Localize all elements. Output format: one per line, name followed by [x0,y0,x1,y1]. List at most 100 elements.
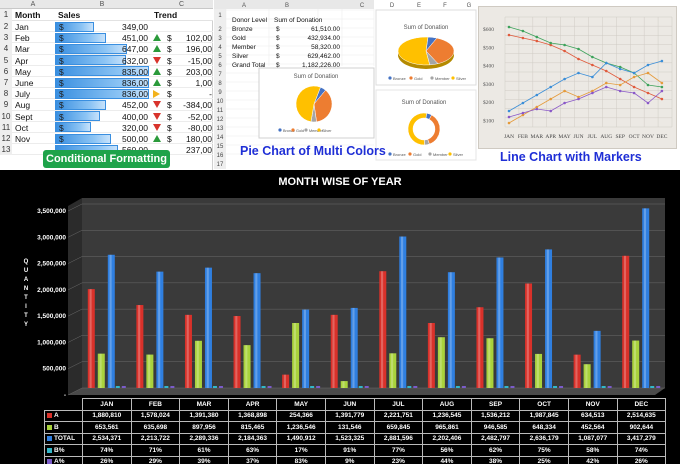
row-number[interactable]: 3 [0,32,12,44]
bar-b-jul[interactable] [389,353,397,388]
line-series-path[interactable] [508,72,663,124]
sales-cell[interactable]: 320,00 [122,122,148,133]
bar-a-pct-sep[interactable] [510,386,515,388]
trend-cell[interactable]: - [209,89,212,100]
line-series-path[interactable] [508,86,663,118]
trend-header[interactable]: Trend [154,10,178,20]
sales-cell[interactable]: 836,00 [122,89,148,100]
bar-b-mar[interactable] [194,340,202,388]
month-cell[interactable]: July [15,89,31,100]
row-number[interactable]: 15 [217,144,224,150]
line-marker[interactable] [646,71,650,75]
line-marker[interactable] [646,83,650,87]
line-marker[interactable] [535,39,539,43]
bar-a-jan[interactable] [87,289,95,388]
row-number[interactable]: 13 [0,144,12,156]
row-number[interactable]: 8 [0,88,12,100]
bar-b-pct-oct[interactable] [553,386,558,388]
line-marker[interactable] [618,89,622,93]
row-number[interactable]: 1 [0,9,12,21]
line-marker[interactable] [632,85,636,89]
bar-b-pct-may[interactable] [310,386,315,388]
month-cell[interactable]: June [15,78,34,88]
bar-total-mar[interactable] [204,267,212,388]
line-marker[interactable] [605,69,608,73]
line-marker[interactable] [521,36,525,40]
sales-cell[interactable]: 400,00 [122,111,148,122]
line-marker[interactable] [591,55,594,59]
line-marker[interactable] [521,101,525,105]
line-marker[interactable] [535,105,539,109]
row-number[interactable]: 7 [218,72,222,78]
line-marker[interactable] [535,35,539,39]
bar-b-pct-dec[interactable] [650,386,655,388]
row-number[interactable]: 2 [218,27,222,33]
bar-a-jun[interactable] [330,314,338,388]
row-number[interactable]: 7 [0,77,12,89]
row-number[interactable]: 4 [0,43,12,55]
line-marker[interactable] [563,89,566,93]
sum-donation-header[interactable]: Sum of Donation [274,17,323,24]
donation-value-cell[interactable]: 1,182,226.00 [302,62,340,69]
row-number[interactable]: 14 [217,135,224,141]
donation-value-cell[interactable]: 61,510.00 [311,26,340,33]
bar-b-dec[interactable] [632,340,640,388]
bar-a-sep[interactable] [476,307,484,388]
month-cell[interactable]: Jan [15,22,29,32]
row-number[interactable]: 10 [0,110,12,122]
line-marker[interactable] [605,85,608,89]
line-marker[interactable] [563,77,566,81]
trend-cell[interactable]: 203,00 [186,66,212,77]
pie-slice-silver[interactable] [295,85,321,123]
bar-b-pct-nov[interactable] [601,386,606,388]
bar-a-nov[interactable] [573,354,581,388]
bar-a-pct-dec[interactable] [656,386,661,388]
month-cell[interactable]: Oct [15,122,29,133]
line-marker[interactable] [507,33,511,37]
donation-value-cell[interactable]: 432,934.00 [307,35,340,42]
row-number[interactable]: 1 [218,13,222,19]
bar-total-nov[interactable] [593,330,601,388]
bar-b-apr[interactable] [243,345,251,388]
bar-total-jan[interactable] [107,254,115,388]
bar-b-pct-feb[interactable] [164,386,169,388]
month-cell[interactable]: Feb [15,33,30,44]
row-number[interactable]: 11 [0,121,12,133]
line-marker[interactable] [577,95,580,99]
line-marker[interactable] [577,71,580,75]
bar-b-pct-jun[interactable] [358,386,363,388]
row-number[interactable]: 3 [218,36,222,42]
line-marker[interactable] [618,83,622,87]
col-header-c[interactable]: C [150,0,213,9]
row-number[interactable]: 5 [218,54,222,60]
row-number[interactable]: 12 [0,133,12,145]
bar-b-nov[interactable] [583,364,591,388]
trend-cell[interactable]: 1,00 [195,78,212,88]
row-number[interactable]: 13 [217,126,224,132]
line-marker[interactable] [507,121,511,125]
sales-cell[interactable]: 349,00 [122,22,148,32]
col-header[interactable]: F [443,3,447,9]
row-number[interactable]: 4 [218,45,222,51]
row-number[interactable]: 9 [218,90,222,96]
bar-a-pct-feb[interactable] [170,386,175,388]
col-header-a[interactable]: A [12,0,54,9]
bar-b-jun[interactable] [340,381,348,388]
donor-level-cell[interactable]: Gold [232,35,246,42]
bar-total-jun[interactable] [350,307,358,388]
donut-frame[interactable] [375,89,477,161]
bar-b-pct-jan[interactable] [115,386,120,388]
bar-b-aug[interactable] [437,337,445,388]
line-marker[interactable] [521,111,525,115]
bar-b-sep[interactable] [486,338,494,388]
bar-a-dec[interactable] [622,255,630,388]
line-marker[interactable] [660,85,664,89]
line-marker[interactable] [549,109,552,113]
row-number[interactable]: 16 [217,153,224,159]
trend-cell[interactable]: 237,00 [186,145,212,156]
col-header[interactable]: B [285,3,289,9]
bar-a-may[interactable] [282,374,290,388]
row-number[interactable]: 2 [0,21,12,33]
trend-cell[interactable]: 196,00 [186,44,212,55]
line-marker[interactable] [549,43,552,47]
